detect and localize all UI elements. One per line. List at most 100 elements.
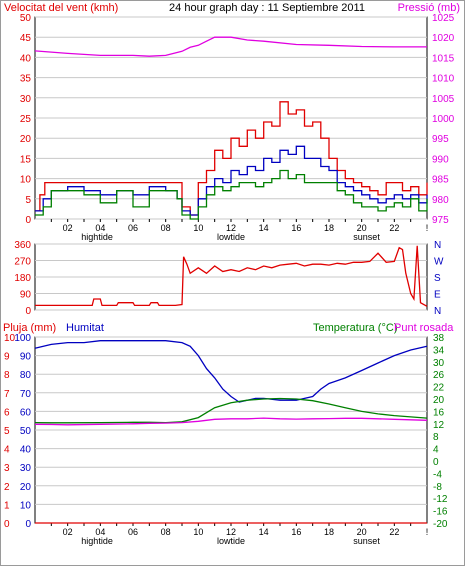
pressure-tick-label: 1000: [432, 114, 455, 125]
wind-tick-label: 5: [25, 195, 31, 206]
rain-tick-label: 3: [4, 463, 10, 474]
wind-pressure-panel: Velocitat del vent (kmh) 24 hour graph d…: [4, 2, 460, 242]
wind-axis-label: Velocitat del vent (kmh): [4, 2, 118, 14]
humidity-tick-label: 30: [20, 463, 32, 474]
temperature-tick-label: 38: [433, 333, 445, 344]
direction-tick-label: 360: [14, 240, 31, 251]
temperature-tick-label: 8: [433, 432, 439, 443]
temperature-x-tick-label: 06: [128, 527, 138, 537]
wind-x-tick-label: !: [426, 223, 429, 233]
rain-tick-label: 6: [4, 407, 10, 418]
rain-tick-label: 8: [4, 370, 10, 381]
temperature-tick-label: 20: [433, 395, 445, 406]
temperature-x-tick-label: 18: [324, 527, 334, 537]
rain-tick-label: 9: [4, 352, 10, 363]
humidity-tick-label: 80: [20, 370, 32, 381]
temperature-tick-label: -8: [433, 482, 442, 493]
wind-tick-label: 0: [25, 215, 31, 226]
temperature-tick-label: -16: [433, 507, 448, 518]
direction-tick-label: 180: [14, 273, 31, 284]
direction-series-line: [35, 245, 428, 307]
compass-label: N: [434, 240, 441, 251]
temperature-x-tick-label: !: [426, 527, 429, 537]
compass-label: E: [434, 290, 441, 301]
rain-tick-label: 10: [4, 333, 16, 344]
humidity-tick-label: 60: [20, 407, 32, 418]
dewpoint-axis-label: Punt rosada: [394, 322, 454, 334]
pressure-tick-label: 975: [432, 215, 449, 226]
temperature-panel: Pluja (mm) Humitat Temperatura (°C) Punt…: [3, 322, 454, 546]
compass-label: S: [434, 273, 441, 284]
temperature-tick-label: -12: [433, 494, 448, 505]
pressure-tick-label: 1005: [432, 94, 455, 105]
wind-series-line-0: [34, 36, 427, 57]
temperature-tick-label: 26: [433, 370, 445, 381]
wind-tick-label: 20: [20, 134, 32, 145]
temperature-tick-label: 30: [433, 358, 445, 369]
wind-tick-label: 30: [20, 94, 32, 105]
wind-tick-label: 10: [20, 175, 32, 186]
pressure-tick-label: 1010: [432, 74, 455, 85]
pressure-tick-label: 985: [432, 175, 449, 186]
humidity-tick-label: 90: [20, 352, 32, 363]
temperature-tick-label: -20: [433, 519, 448, 530]
temperature-x-annotation: lowtide: [217, 536, 245, 546]
wind-tick-label: 35: [20, 74, 32, 85]
temperature-tick-label: 4: [433, 445, 439, 456]
chart-title: 24 hour graph day : 11 Septiembre 2011: [169, 2, 365, 14]
wind-x-tick-label: 04: [95, 223, 105, 233]
temperature-series-line-2: [34, 397, 428, 424]
pressure-tick-label: 980: [432, 195, 449, 206]
rain-tick-label: 0: [4, 519, 10, 530]
temperature-tick-label: 34: [433, 345, 445, 356]
direction-tick-label: 90: [20, 290, 32, 301]
temperature-x-annotation: sunset: [353, 536, 380, 546]
temperature-tick-label: -4: [433, 469, 442, 480]
humidity-tick-label: 70: [20, 389, 32, 400]
pressure-axis-label: Pressió (mb): [398, 2, 460, 14]
pressure-tick-label: 1020: [432, 33, 455, 44]
rain-tick-label: 2: [4, 482, 10, 493]
wind-x-ticks: 02 04 06 08 10 12 14 16 18 20 22!: [63, 223, 429, 233]
temperature-series-line-3: [34, 417, 428, 426]
wind-x-tick-label: 16: [291, 223, 301, 233]
pressure-tick-label: 1025: [432, 13, 455, 24]
wind-x-annotation: sunset: [353, 232, 380, 242]
temperature-x-tick-label: 22: [389, 527, 399, 537]
wind-series: [34, 36, 428, 220]
rain-tick-label: 5: [4, 426, 10, 437]
wind-tick-label: 15: [20, 154, 32, 165]
temperature-x-tick-label: 16: [291, 527, 301, 537]
temperature-x-tick-label: 02: [63, 527, 73, 537]
humidity-tick-label: 20: [20, 482, 32, 493]
wind-x-tick-label: 08: [161, 223, 171, 233]
direction-tick-label: 270: [14, 257, 31, 268]
pressure-tick-label: 990: [432, 154, 449, 165]
pressure-axis-ticks: 975 980 985 990 995 1000 1005 1010 1015 1020 1025: [432, 13, 455, 226]
humidity-tick-label: 0: [25, 519, 31, 530]
wind-axis-ticks: 0 5 10 15 20 25 30 35 40 45 50: [20, 13, 32, 226]
wind-x-annotations: hightide lowtide sunset: [81, 232, 380, 242]
pressure-tick-label: 995: [432, 134, 449, 145]
wind-x-tick-label: 06: [128, 223, 138, 233]
temperature-x-tick-label: 14: [259, 527, 269, 537]
temperature-tick-label: 0: [433, 457, 439, 468]
wind-grid: [34, 16, 428, 222]
temperature-x-annotations: hightide lowtide sunset: [81, 536, 380, 546]
wind-tick-label: 45: [20, 33, 32, 44]
temperature-x-tick-label: 08: [161, 527, 171, 537]
direction-axis-ticks: 0 90 180 270 360: [14, 240, 31, 317]
temperature-series: [34, 340, 428, 524]
temperature-series-line-1: [34, 340, 428, 403]
humidity-tick-label: 10: [20, 500, 32, 511]
wind-x-annotation: lowtide: [217, 232, 245, 242]
rain-tick-label: 7: [4, 389, 10, 400]
wind-x-tick-label: 02: [63, 223, 73, 233]
pressure-tick-label: 1015: [432, 53, 455, 64]
humidity-tick-label: 40: [20, 445, 32, 456]
